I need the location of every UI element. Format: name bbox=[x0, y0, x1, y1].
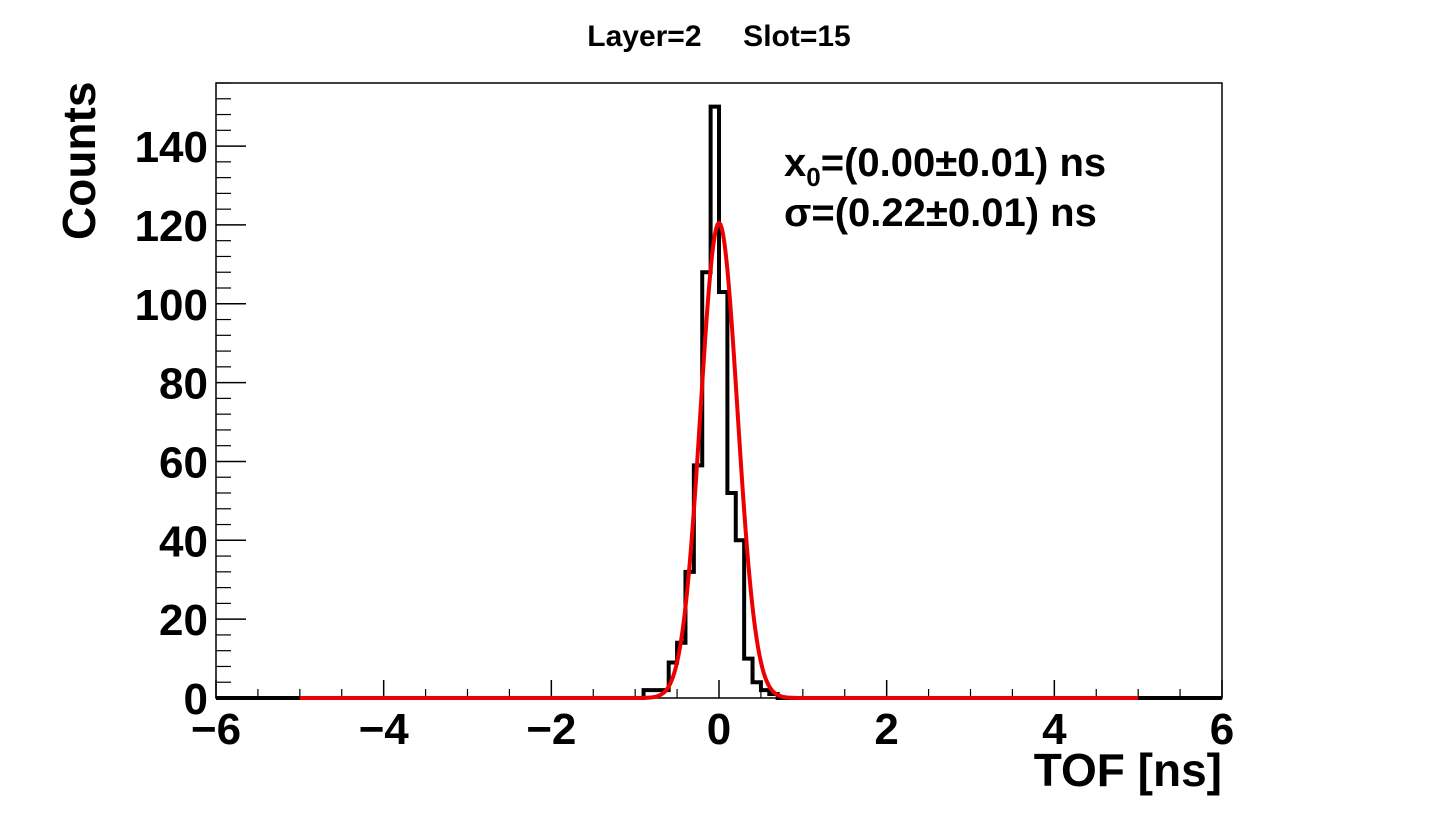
x-axis-ticks: −6 −4 −2 0 2 4 6 bbox=[191, 680, 1234, 754]
x-axis-label: TOF [ns] bbox=[1034, 744, 1222, 796]
x0-value: =(0.00±0.01) ns bbox=[821, 141, 1106, 185]
y-axis-minor-ticks bbox=[216, 82, 231, 683]
y-tick-label: 60 bbox=[159, 438, 208, 487]
fit-mean-annotation: x0=(0.00±0.01) ns bbox=[784, 141, 1106, 192]
fit-sigma-annotation: σ=(0.22±0.01) ns bbox=[784, 191, 1097, 235]
chart-title: Layer=2 Slot=15 bbox=[587, 20, 850, 53]
histogram-series bbox=[216, 104, 1222, 700]
y-tick-label: 0 bbox=[184, 675, 208, 724]
y-tick-label: 40 bbox=[159, 517, 208, 566]
x0-subscript: 0 bbox=[806, 162, 820, 192]
y-tick-label: 100 bbox=[135, 281, 208, 330]
x-tick-label: −6 bbox=[191, 705, 241, 754]
x-tick-label: 2 bbox=[874, 705, 898, 754]
y-tick-label: 140 bbox=[135, 123, 208, 172]
y-tick-label: 20 bbox=[159, 596, 208, 645]
y-axis-label: Counts bbox=[53, 82, 105, 240]
x-tick-label: 0 bbox=[707, 705, 731, 754]
y-axis-ticks: 0 20 40 60 80 100 120 140 bbox=[135, 123, 246, 724]
x-tick-label: −4 bbox=[359, 705, 410, 754]
x-tick-label: 6 bbox=[1210, 705, 1234, 754]
y-tick-label: 120 bbox=[135, 202, 208, 251]
gaussian-fit-curve bbox=[299, 220, 1139, 700]
x0-symbol: x bbox=[784, 141, 806, 185]
x-tick-label: −2 bbox=[526, 705, 576, 754]
y-tick-label: 80 bbox=[159, 360, 208, 409]
x-tick-label: 4 bbox=[1042, 705, 1067, 754]
